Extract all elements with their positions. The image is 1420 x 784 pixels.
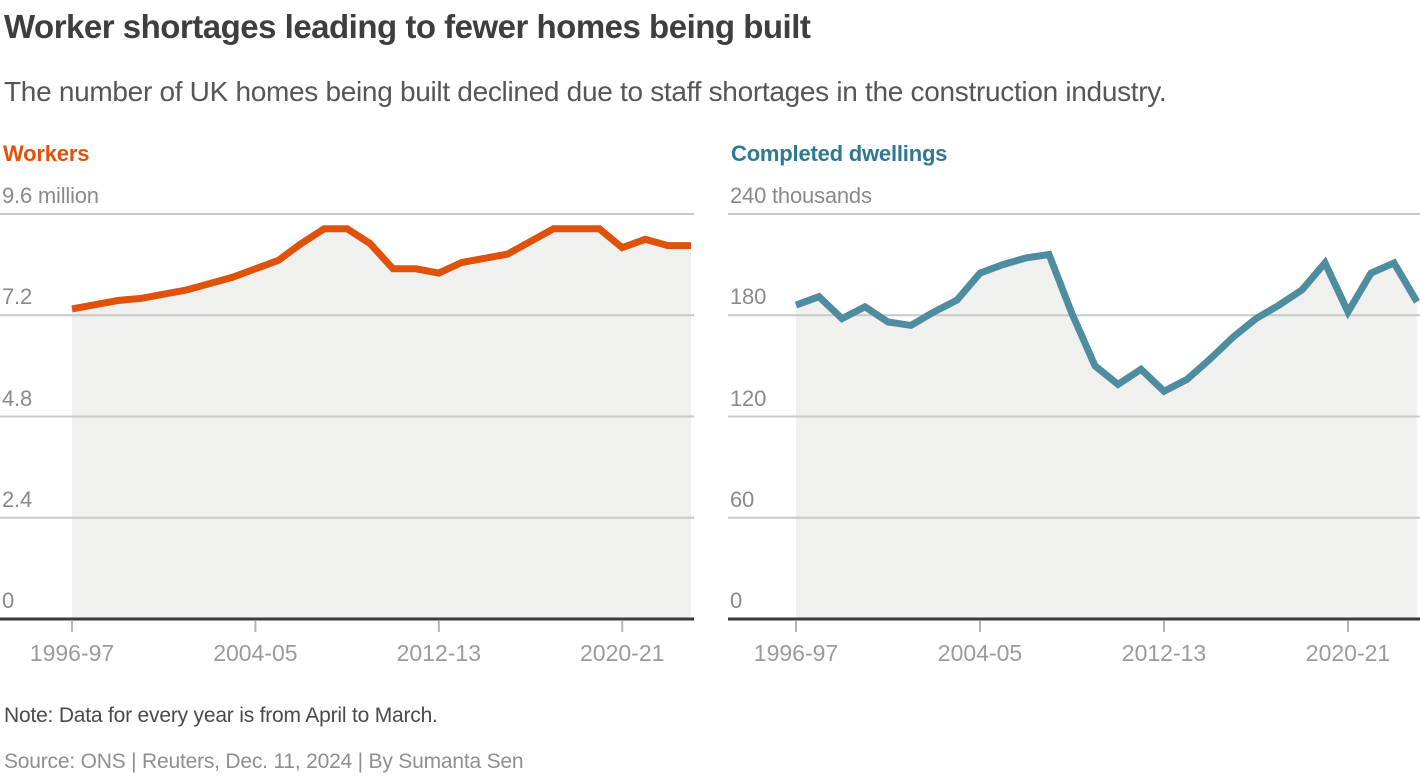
y-tick-label: 120 bbox=[730, 385, 767, 411]
y-tick-label: 4.8 bbox=[2, 385, 32, 411]
x-tick-label: 1996-97 bbox=[30, 640, 114, 665]
page-subtitle: The number of UK homes being built decli… bbox=[4, 76, 1167, 107]
area-fill bbox=[796, 254, 1417, 619]
workers-line bbox=[71, 225, 691, 313]
page-title: Worker shortages leading to fewer homes … bbox=[4, 8, 811, 45]
chart-note: Note: Data for every year is from April … bbox=[4, 704, 438, 727]
workers-chart: 1996-97 2004-05 2012-13 2020-21 bbox=[0, 213, 694, 665]
dwellings-chart: 1996-97 2004-05 2012-13 2020-21 bbox=[728, 213, 1420, 665]
y-tick-label: 0 bbox=[730, 588, 743, 613]
y-tick-label: 60 bbox=[730, 486, 755, 512]
y-tick-label: 2.4 bbox=[2, 486, 32, 512]
y-tick-label: 240 thousands bbox=[730, 183, 872, 208]
x-tick-label: 2004-05 bbox=[213, 640, 297, 665]
y-tick-label: 0 bbox=[2, 588, 15, 613]
dwellings-chart-panel: Completed dwellings 1996-97 2004-05 2012-1… bbox=[728, 0, 1420, 680]
x-tick-label: 2004-05 bbox=[938, 640, 1022, 665]
area-fill bbox=[72, 228, 691, 620]
x-tick-label: 1996-97 bbox=[754, 640, 838, 665]
y-tick-label: 9.6 million bbox=[2, 183, 99, 208]
y-tick-label: 7.2 bbox=[2, 284, 32, 310]
x-tick-label: 2012-13 bbox=[1122, 640, 1206, 665]
x-tick-label: 2020-21 bbox=[1306, 640, 1390, 665]
workers-chart-panel: Workers 1996-97 2004-05 2012-13 2020-21 9.6 … bbox=[0, 0, 694, 680]
dwellings-line bbox=[794, 250, 1420, 396]
x-tick-label: 2020-21 bbox=[580, 640, 664, 665]
x-tick-label: 2012-13 bbox=[397, 640, 481, 665]
dwellings-chart-title: Completed dwellings bbox=[731, 141, 948, 166]
workers-chart-title: Workers bbox=[3, 141, 90, 166]
y-tick-label: 180 bbox=[730, 284, 767, 310]
chart-source: Source: ONS | Reuters, Dec. 11, 2024 | B… bbox=[4, 750, 524, 773]
